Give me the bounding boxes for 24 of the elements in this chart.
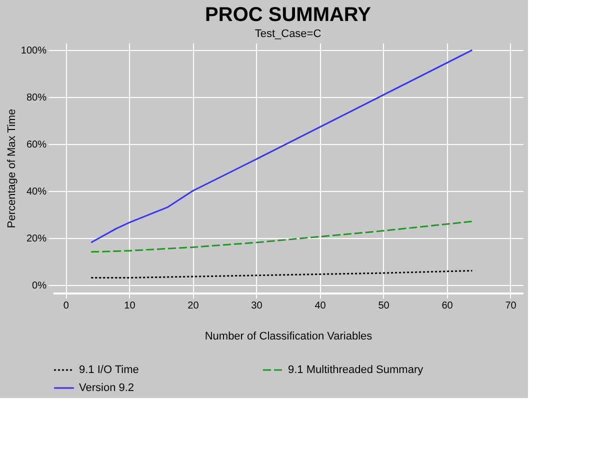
y-tick-label: 20% [26,233,47,244]
x-tick-label: 10 [124,300,136,312]
y-tick-label: 60% [26,139,47,150]
y-tick-label: 100% [20,46,47,57]
x-tick-label: 70 [505,300,517,312]
line-series [90,270,473,278]
y-tick-label: 40% [26,186,47,198]
chart-subtitle: Test_Case=C [254,28,322,40]
x-axis-title: Number of Classification Variables [204,330,373,342]
y-tick-label: 0% [32,280,47,292]
y-axis-title: Percentage of Max Time [6,108,18,228]
legend-label: Version 9.2 [79,382,134,394]
line-series [90,220,473,253]
x-tick-label: 30 [251,300,263,312]
x-tick-label: 20 [188,300,200,312]
x-tick-label: 50 [378,300,390,312]
legend-label: 9.1 Multithreaded Summary [288,364,424,376]
x-tick-label: 0 [63,300,70,312]
y-tick-label: 80% [26,92,47,104]
line-series [90,49,473,244]
x-tick-label: 40 [314,300,326,312]
chart-title: PROC SUMMARY [205,4,372,26]
legend-label: 9.1 I/O Time [79,364,139,376]
x-tick-label: 60 [442,300,454,312]
